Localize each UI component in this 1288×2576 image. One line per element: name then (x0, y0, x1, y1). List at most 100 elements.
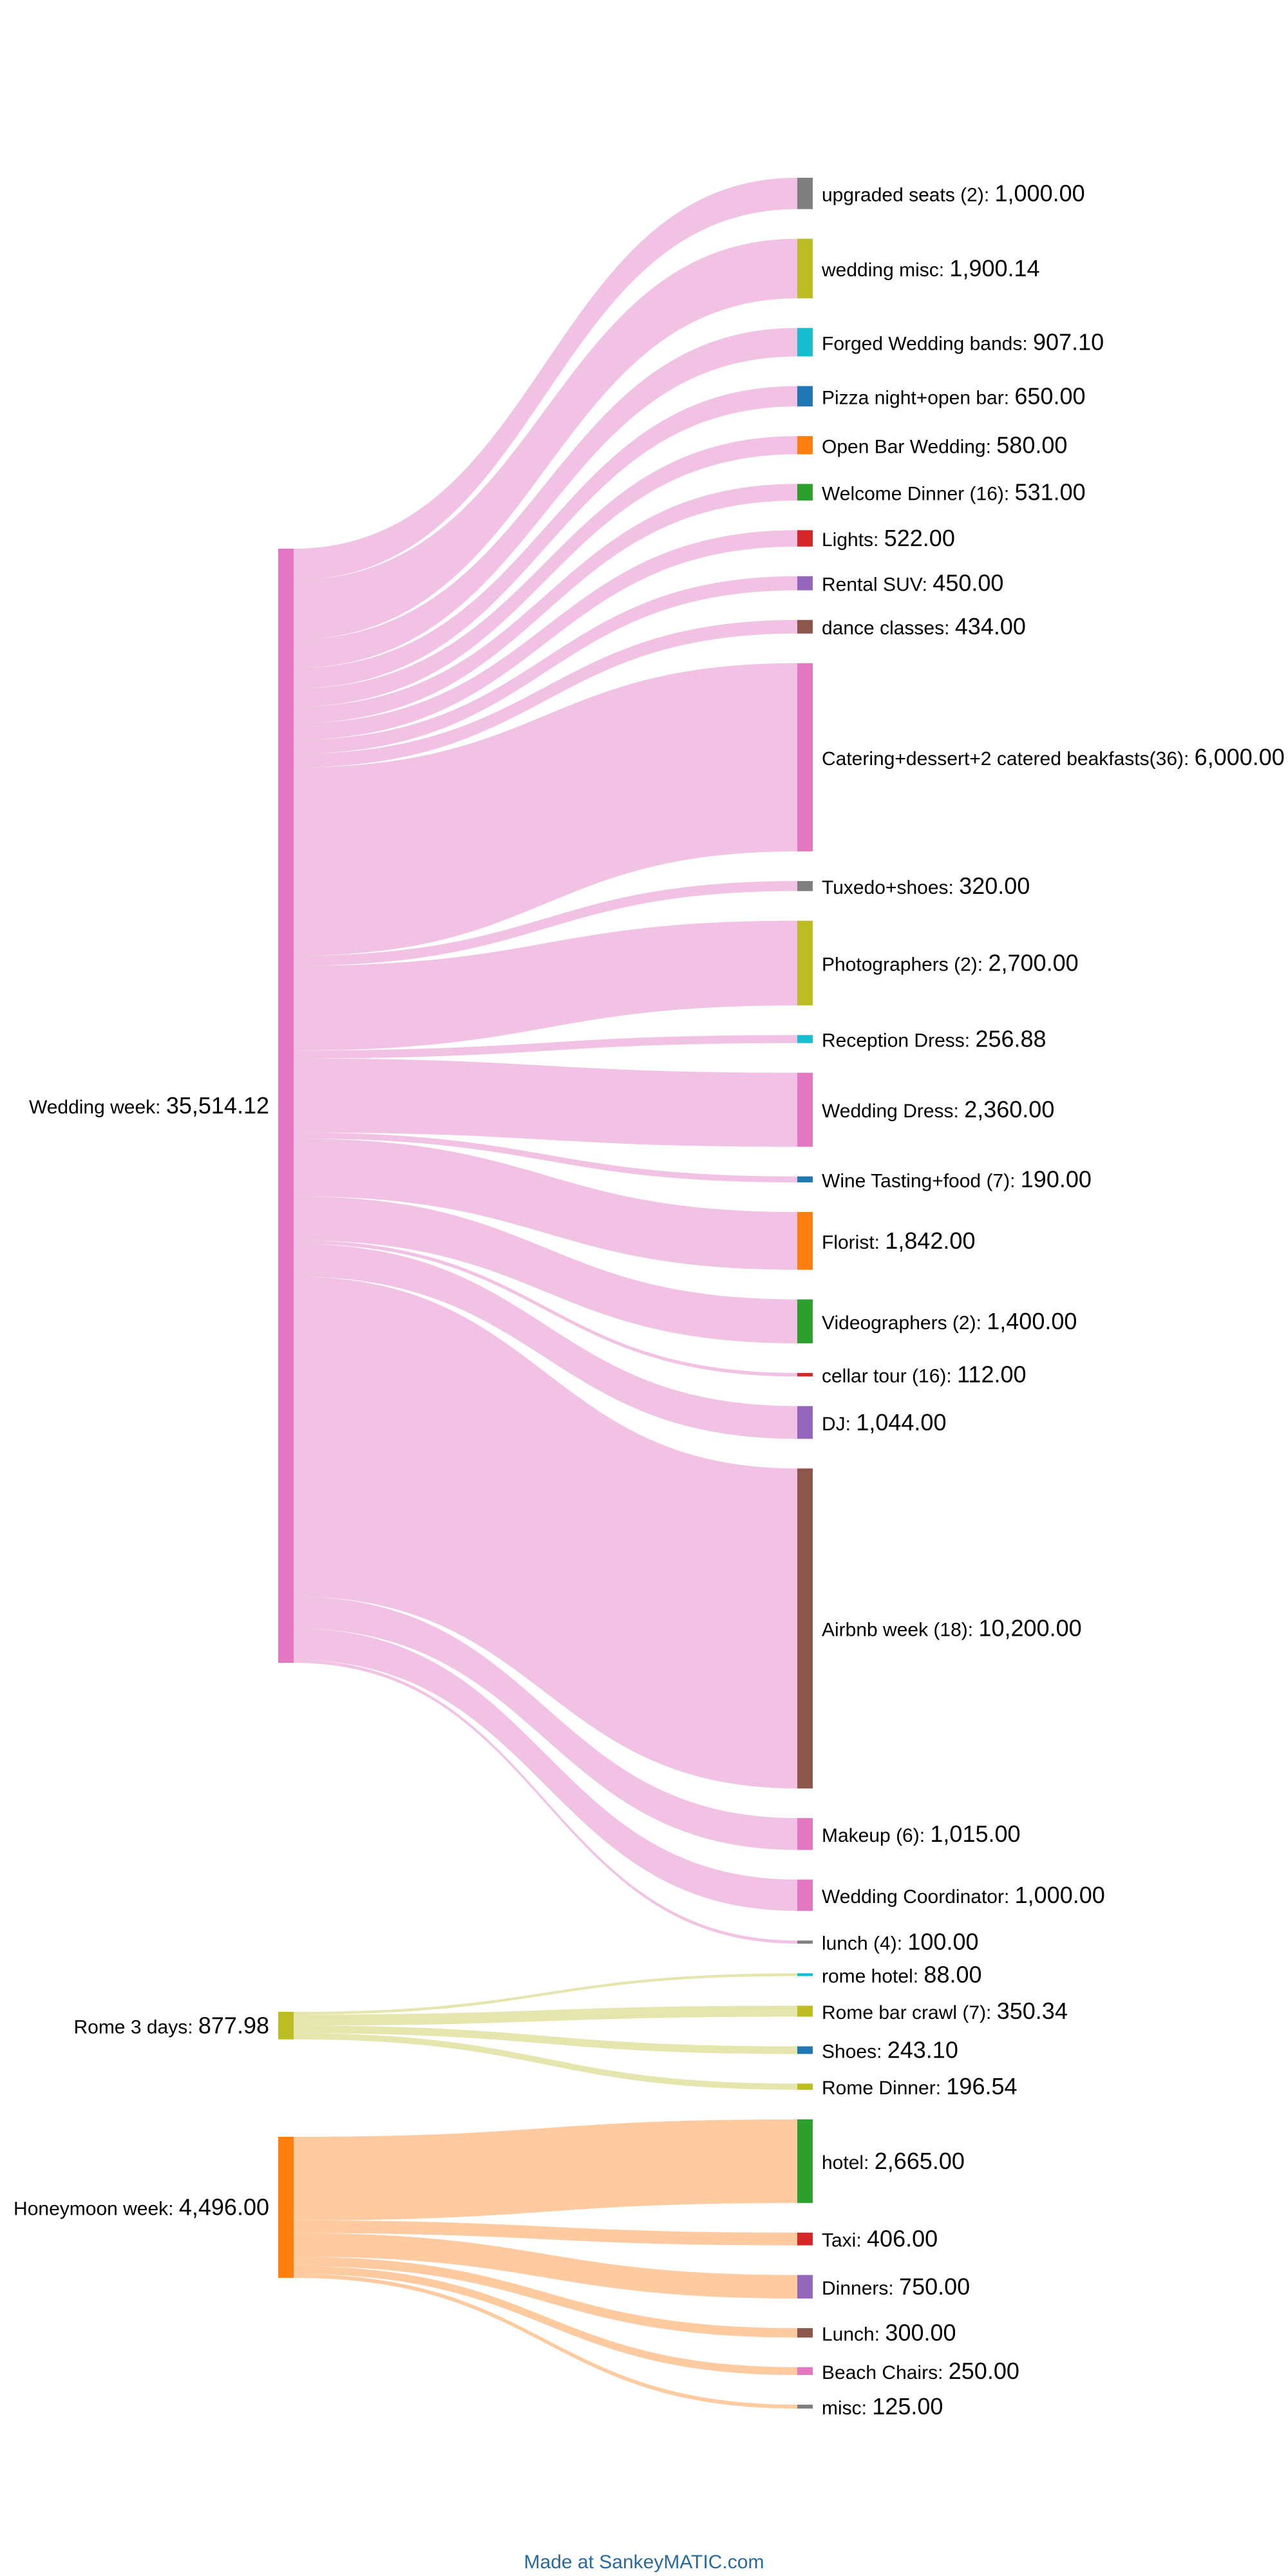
target-node-wedding-misc (797, 238, 813, 299)
target-value: 750.00 (899, 2273, 970, 2300)
target-node-airbnb-week-18 (797, 1468, 813, 1789)
target-node-rome-bar-crawl-7 (797, 2005, 813, 2017)
target-name: Wine Tasting+food (7): (822, 1170, 1021, 1191)
target-value: 88.00 (923, 1961, 981, 1987)
target-value: 300.00 (885, 2319, 956, 2345)
target-value: 522.00 (884, 525, 955, 551)
flow-welcome-dinner-16 (294, 484, 797, 724)
target-value: 580.00 (996, 431, 1067, 458)
target-label-rome-bar-crawl-7: Rome bar crawl (7): 350.34 (822, 1998, 1068, 2024)
target-node-rome-dinner (797, 2083, 813, 2090)
target-value: 1,015.00 (930, 1821, 1020, 1847)
target-value: 2,700.00 (988, 949, 1078, 976)
target-value: 243.10 (887, 2036, 958, 2063)
target-name: upgraded seats (2): (822, 184, 995, 205)
target-value: 2,360.00 (964, 1096, 1054, 1122)
target-name: Open Bar Wedding: (822, 436, 996, 457)
target-node-lunch-4 (797, 1940, 813, 1944)
target-name: Makeup (6): (822, 1825, 930, 1846)
target-name: Lights: (822, 529, 884, 551)
target-label-makeup-6: Makeup (6): 1,015.00 (822, 1821, 1021, 1847)
target-value: 10,200.00 (978, 1615, 1081, 1642)
flow-rome-bar-crawl-7 (294, 2005, 797, 2026)
target-label-wedding-coordinator: Wedding Coordinator: 1,000.00 (822, 1882, 1105, 1908)
target-label-lunch-4: lunch (4): 100.00 (822, 1929, 979, 1955)
target-name: Tuxedo+shoes: (822, 877, 959, 898)
target-node-beach-chairs (797, 2367, 813, 2375)
target-value: 1,044.00 (856, 1409, 946, 1435)
target-node-wedding-coordinator (797, 1879, 813, 1911)
target-node-dance-classes (797, 620, 813, 634)
target-name: Videographers (2): (822, 1312, 987, 1334)
target-name: DJ: (822, 1414, 856, 1435)
flow-beach-chairs (294, 2266, 797, 2375)
target-label-lunch: Lunch: 300.00 (822, 2319, 956, 2345)
target-value: 320.00 (959, 873, 1030, 899)
target-name: Pizza night+open bar: (822, 387, 1014, 408)
target-node-tuxedo-shoes (797, 881, 813, 891)
target-name: Rental SUV: (822, 574, 933, 596)
target-node-pizza-night-open-bar (797, 386, 813, 407)
target-label-rome-hotel: rome hotel: 88.00 (822, 1961, 982, 1987)
flow-dj (294, 1244, 797, 1439)
target-node-catering-dessert-2-catered-beakfasts-36 (797, 663, 813, 852)
target-value: 6,000.00 (1195, 744, 1285, 770)
target-value: 450.00 (933, 570, 1003, 596)
flow-dance-classes (294, 620, 797, 768)
target-value: 1,400.00 (987, 1308, 1077, 1334)
flow-lunch-4 (294, 1660, 797, 1944)
target-value: 406.00 (867, 2226, 938, 2252)
target-label-catering-dessert-2-catered-beakfasts-36: Catering+dessert+2 catered beakfasts(36)… (822, 744, 1285, 770)
target-label-hotel: hotel: 2,665.00 (822, 2148, 965, 2174)
target-value: 350.34 (997, 1998, 1068, 2024)
target-label-wedding-dress: Wedding Dress: 2,360.00 (822, 1096, 1054, 1122)
target-name: Shoes: (822, 2041, 887, 2062)
sankey-labels: Wedding week: 35,514.12 Rome 3 days: 877.… (14, 180, 1285, 2420)
target-label-airbnb-week-18: Airbnb week (18): 10,200.00 (822, 1615, 1082, 1642)
target-label-tuxedo-shoes: Tuxedo+shoes: 320.00 (822, 873, 1030, 899)
target-name: dance classes: (822, 618, 955, 639)
footer-credit[interactable]: Made at SankeyMATIC.com (524, 2552, 764, 2573)
flow-photographers-2 (294, 920, 797, 1051)
target-node-cellar-tour-16 (797, 1372, 813, 1377)
source-value: 877.98 (198, 2012, 269, 2038)
source-name: Honeymoon week: (14, 2199, 179, 2220)
flow-catering-dessert-2-catered-beakfasts-36 (294, 663, 797, 956)
target-label-beach-chairs: Beach Chairs: 250.00 (822, 2358, 1019, 2384)
flow-wedding-coordinator (294, 1628, 797, 1911)
target-node-open-bar-wedding (797, 436, 813, 455)
sankey-flows (294, 178, 797, 2409)
flow-pizza-night-open-bar (294, 386, 797, 689)
flow-shoes (294, 2025, 797, 2054)
source-node-wedding (278, 549, 294, 1663)
target-node-wedding-dress (797, 1072, 813, 1147)
target-value: 1,900.14 (949, 255, 1039, 281)
target-label-cellar-tour-16: cellar tour (16): 112.00 (822, 1361, 1027, 1388)
source-name: Wedding week: (29, 1097, 166, 1118)
target-name: Lunch: (822, 2324, 885, 2345)
target-node-taxi (797, 2232, 813, 2246)
target-label-videographers-2: Videographers (2): 1,400.00 (822, 1308, 1077, 1334)
target-name: Beach Chairs: (822, 2362, 949, 2383)
flow-upgraded-seats-2 (294, 178, 797, 580)
flow-airbnb-week-18 (294, 1276, 797, 1789)
target-label-rome-dinner: Rome Dinner: 196.54 (822, 2073, 1018, 2099)
target-label-misc: misc: 125.00 (822, 2393, 943, 2420)
target-value: 1,842.00 (885, 1227, 975, 1254)
target-name: Airbnb week (18): (822, 1620, 978, 1641)
flow-lunch (294, 2257, 797, 2338)
target-name: Florist: (822, 1232, 885, 1253)
target-value: 196.54 (946, 2073, 1017, 2099)
target-node-dj (797, 1406, 813, 1439)
target-node-forged-wedding-bands (797, 328, 813, 357)
target-value: 531.00 (1015, 478, 1086, 505)
flow-wedding-misc (294, 238, 797, 640)
flow-videographers-2 (294, 1196, 797, 1343)
flow-cellar-tour-16 (294, 1240, 797, 1377)
sankey-nodes (278, 178, 813, 2409)
target-value: 907.10 (1033, 328, 1104, 355)
target-name: hotel: (822, 2152, 875, 2174)
target-label-reception-dress: Reception Dress: 256.88 (822, 1025, 1046, 1052)
target-name: Forged Wedding bands: (822, 333, 1033, 354)
flow-makeup-6 (294, 1596, 797, 1850)
